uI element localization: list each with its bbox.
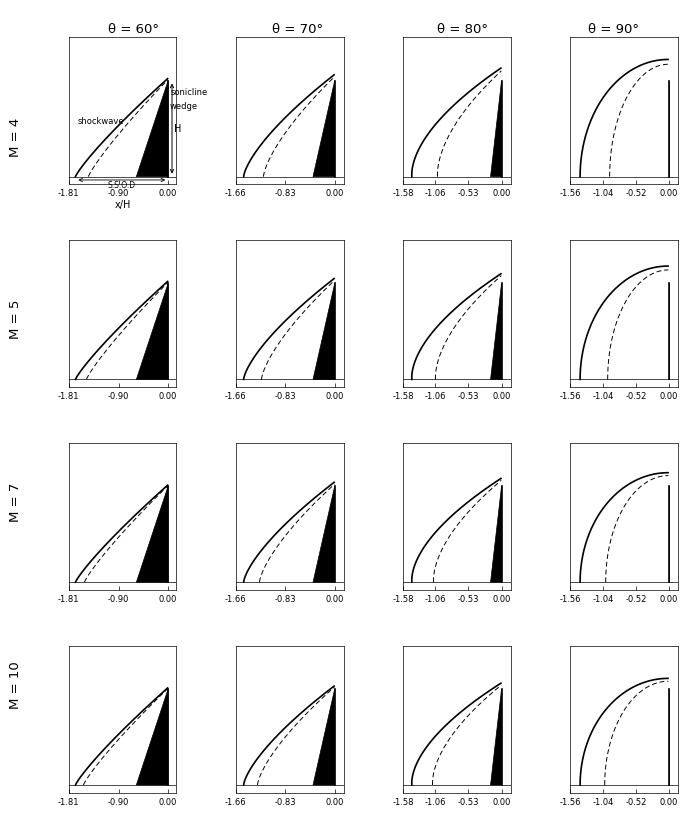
Polygon shape — [136, 283, 168, 379]
Polygon shape — [490, 486, 501, 582]
Text: M = 7: M = 7 — [9, 482, 21, 522]
Text: θ = 80°: θ = 80° — [437, 23, 488, 37]
Polygon shape — [490, 689, 501, 785]
Text: θ = 90°: θ = 90° — [588, 23, 638, 37]
Text: shockwave: shockwave — [77, 117, 124, 126]
Text: M = 4: M = 4 — [9, 117, 21, 157]
Polygon shape — [490, 283, 501, 379]
Polygon shape — [136, 486, 168, 582]
Polygon shape — [313, 486, 335, 582]
Polygon shape — [136, 81, 168, 177]
Text: sonicline: sonicline — [171, 88, 208, 97]
Text: θ = 70°: θ = 70° — [273, 23, 323, 37]
Polygon shape — [490, 81, 501, 177]
Text: $\theta$: $\theta$ — [160, 161, 168, 173]
Text: θ = 60°: θ = 60° — [108, 23, 159, 37]
Polygon shape — [313, 283, 335, 379]
Polygon shape — [313, 81, 335, 177]
X-axis label: x/H: x/H — [114, 199, 131, 209]
Text: wedge: wedge — [170, 102, 198, 111]
Polygon shape — [136, 689, 168, 785]
Polygon shape — [313, 689, 335, 785]
Text: S.S.O.D: S.S.O.D — [108, 182, 136, 190]
Text: M = 10: M = 10 — [9, 661, 21, 709]
Text: H: H — [174, 124, 181, 134]
Text: M = 5: M = 5 — [9, 300, 21, 339]
